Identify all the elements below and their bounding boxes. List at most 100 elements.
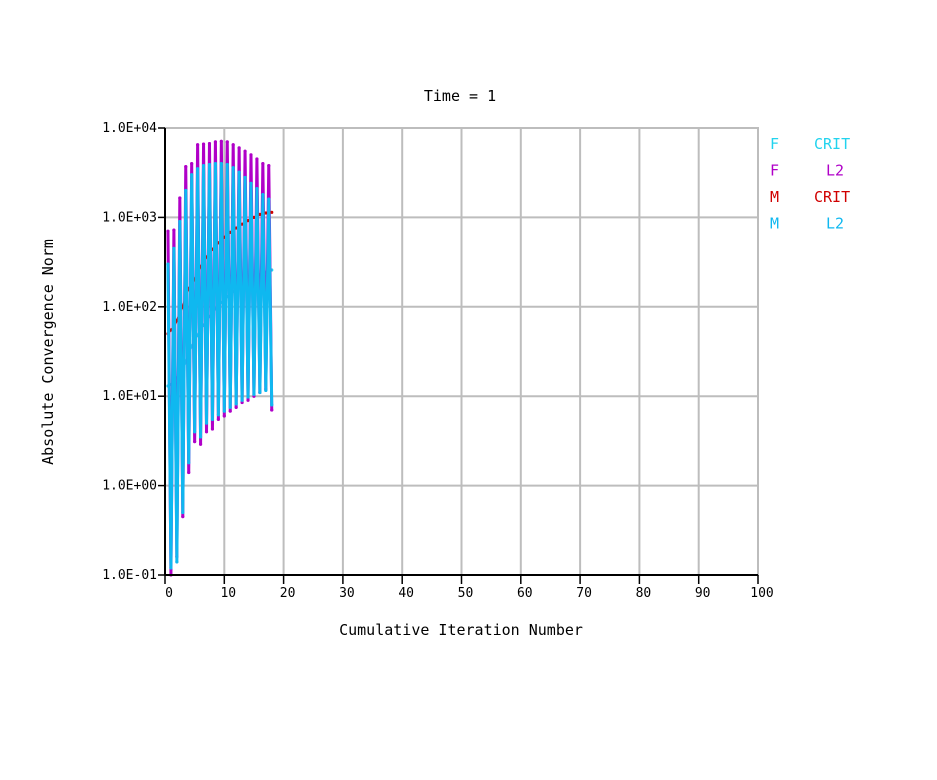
y-axis-label: Absolute Convergence Norm [39, 239, 57, 465]
series-point-m_l2 [175, 560, 179, 564]
series-point-f_l2 [207, 141, 212, 146]
series-point-f_l2 [216, 417, 220, 422]
series-point-m_crit [246, 219, 250, 223]
series-point-f_l2 [187, 470, 191, 475]
series-layer [166, 139, 274, 577]
series-point-m_l2 [187, 461, 191, 465]
series-point-f_l2 [240, 400, 244, 405]
series-point-m_l2 [219, 161, 223, 166]
series-point-m_l2 [261, 192, 265, 197]
series-point-m_l2 [213, 161, 218, 166]
series-point-m_l2 [231, 166, 235, 170]
series-point-m_l2 [210, 417, 215, 422]
series-point-f_l2 [204, 430, 209, 434]
x-tick-label: 0 [165, 586, 173, 601]
series-point-f_l2 [219, 139, 223, 143]
series-point-m_l2 [267, 197, 271, 201]
series-point-m_l2 [270, 403, 274, 407]
x-tick-label: 50 [458, 586, 474, 601]
series-point-f_l2 [237, 146, 241, 150]
grid-layer [164, 127, 759, 576]
legend-label-left: M [770, 188, 779, 206]
series-point-m_l2 [228, 405, 232, 409]
series-point-m_l2 [207, 162, 212, 167]
y-tick-label: 1.0E+02 [102, 300, 157, 315]
series-point-m_l2 [198, 435, 203, 439]
x-tick-label: 70 [576, 586, 592, 601]
series-point-m_l2 [234, 402, 238, 406]
series-point-m_crit [264, 211, 268, 215]
x-axis-label: Cumulative Iteration Number [339, 621, 583, 639]
series-point-f_l2 [225, 140, 229, 144]
legend-label-right: CRIT [814, 188, 850, 206]
legend-label-left: M [770, 215, 779, 233]
y-tick-label: 1.0E+03 [102, 210, 157, 225]
series-point-m_l2 [237, 170, 241, 174]
series-point-f_l2 [231, 143, 235, 147]
x-tick-label: 30 [339, 586, 355, 601]
series-point-m_l2 [255, 186, 259, 191]
series-point-f_l2 [267, 163, 271, 168]
series-point-f_l2 [172, 228, 176, 232]
series-point-m_l2 [264, 388, 268, 393]
y-tick-label: 1.0E-01 [102, 568, 157, 583]
series-point-m_l2 [169, 566, 173, 570]
legend-label-left: F [770, 135, 779, 153]
series-point-m_l2 [178, 219, 182, 224]
series-point-m_l2 [216, 413, 220, 417]
x-tick-label: 20 [280, 586, 296, 601]
x-tick-label: 90 [695, 586, 711, 601]
series-point-m_l2 [246, 395, 250, 399]
series-point-f_l2 [255, 157, 259, 161]
series-point-m_l2 [184, 188, 188, 193]
y-tick-label: 1.0E+01 [102, 389, 157, 404]
series-point-f_l2 [249, 153, 253, 157]
series-point-m_l2 [172, 246, 176, 251]
series-point-f_l2 [213, 140, 218, 144]
series-point-f_l2 [222, 414, 226, 418]
series-point-f_l2 [243, 149, 247, 153]
series-point-f_l2 [228, 409, 232, 413]
series-point-m_l2 [196, 167, 200, 171]
series-point-f_l2 [178, 196, 182, 200]
series-point-f_l2 [210, 427, 215, 431]
legend-layer: F CRIT F L2 M CRIT M L2 [770, 135, 850, 233]
y-tick-label: 1.0E+00 [102, 479, 157, 494]
x-tick-label: 40 [398, 586, 414, 601]
x-tick-label: 100 [750, 586, 773, 601]
series-point-f_l2 [261, 161, 265, 166]
legend-label-right: L2 [826, 162, 844, 180]
chart-title: Time = 1 [424, 87, 496, 105]
series-point-f_l2 [181, 515, 185, 519]
series-point-f_l2 [190, 161, 194, 166]
series-point-f_l2 [198, 442, 203, 446]
series-line-m_l2 [166, 162, 274, 570]
series-point-m_l2 [243, 175, 247, 180]
x-tick-label: 10 [220, 586, 236, 601]
series-point-m_l2 [204, 421, 209, 425]
series-point-m_l2 [252, 392, 256, 396]
series-point-m_l2 [222, 409, 226, 413]
series-point-f_l2 [193, 440, 197, 444]
series-point-m_crit [258, 212, 262, 217]
series-point-f_l2 [234, 405, 238, 409]
legend-label-left: F [770, 162, 779, 180]
series-point-m_l2 [193, 430, 197, 434]
series-point-m_crit [270, 210, 274, 214]
series-point-m_l2 [240, 398, 244, 402]
legend-label-right: L2 [826, 215, 844, 233]
series-point-f_l2 [196, 143, 200, 147]
series-point-f_l2 [270, 408, 274, 412]
y-tick-label: 1.0E+04 [102, 121, 157, 136]
ticks-layer: 0 10 20 30 40 50 60 70 80 90 100 1.0E-01 1.0E+00 1.0E… [102, 121, 774, 601]
series-point-m_crit [252, 215, 256, 219]
series-point-m_l2 [225, 162, 229, 167]
series-point-m_l2 [166, 262, 170, 266]
series-point-f_l2 [166, 229, 170, 233]
series-point-m_l2 [249, 181, 253, 186]
series-point-m_l2 [181, 510, 185, 515]
legend-label-right: CRIT [814, 135, 850, 153]
series-point-f_l2 [201, 142, 206, 146]
